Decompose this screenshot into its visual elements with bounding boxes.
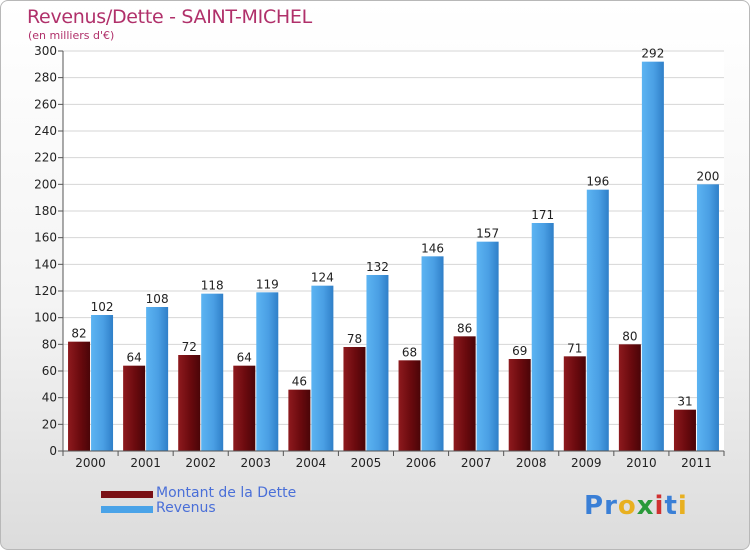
plot-area xyxy=(63,51,724,451)
y-tick-label: 100 xyxy=(34,311,57,325)
logo-letter: o xyxy=(617,491,637,521)
data-label: 108 xyxy=(146,292,169,306)
x-tick-label: 2000 xyxy=(75,456,106,470)
x-tick-label: 2002 xyxy=(185,456,216,470)
bar-revenus xyxy=(421,256,444,451)
y-tick-label: 40 xyxy=(42,391,57,405)
bar-revenus xyxy=(641,61,664,452)
bar-revenus xyxy=(256,292,279,451)
bar-revenus xyxy=(311,285,334,451)
data-label: 119 xyxy=(256,277,279,291)
axes xyxy=(62,51,724,452)
data-label: 31 xyxy=(677,395,692,409)
data-label: 124 xyxy=(311,271,334,285)
logo-letter: x xyxy=(636,491,655,521)
legend-swatch-revenus xyxy=(101,506,153,513)
bar-dette xyxy=(453,336,476,451)
y-tick-label: 20 xyxy=(42,417,57,431)
data-label: 72 xyxy=(182,340,197,354)
bar-revenus xyxy=(366,275,389,451)
data-label: 46 xyxy=(292,375,307,389)
bar-dette xyxy=(398,360,421,451)
bar-revenus xyxy=(91,315,114,451)
bar-dette xyxy=(288,389,311,451)
data-label: 71 xyxy=(567,341,582,355)
data-label: 118 xyxy=(201,279,224,293)
bar-dette xyxy=(178,355,201,451)
x-tick-label: 2009 xyxy=(571,456,602,470)
legend-swatch-dette xyxy=(101,491,153,498)
data-label: 64 xyxy=(237,351,252,365)
x-tick-label: 2008 xyxy=(516,456,547,470)
logo-letter: r xyxy=(604,491,618,521)
data-label: 69 xyxy=(512,344,527,358)
data-label: 102 xyxy=(91,300,114,314)
chart-title: Revenus/Dette - SAINT-MICHEL xyxy=(27,6,312,28)
x-tick-label: 2003 xyxy=(241,456,272,470)
legend-label-dette: Montant de la Dette xyxy=(156,485,297,501)
bar-revenus xyxy=(476,241,499,451)
bar-dette xyxy=(123,365,146,451)
data-label: 146 xyxy=(421,241,444,255)
proxiti-logo: Proxiti xyxy=(584,491,688,521)
x-tick-label: 2010 xyxy=(626,456,657,470)
y-tick-label: 200 xyxy=(34,177,57,191)
x-tick-label: 2004 xyxy=(296,456,327,470)
y-tick-label: 80 xyxy=(42,337,57,351)
data-label: 292 xyxy=(641,47,664,61)
bars: 82 102 64 108 72 118 64 119 46 124 78 132 68 146 86 157… xyxy=(68,47,720,452)
data-label: 78 xyxy=(347,332,362,346)
y-tick-label: 300 xyxy=(34,44,57,58)
y-tick-label: 280 xyxy=(34,71,57,85)
bar-revenus xyxy=(531,223,554,451)
data-label: 68 xyxy=(402,345,417,359)
data-label: 82 xyxy=(71,327,86,341)
bar-dette xyxy=(508,359,531,451)
bar-dette xyxy=(233,365,256,451)
bar-dette xyxy=(343,347,366,451)
y-tick-label: 160 xyxy=(34,231,57,245)
bar-dette xyxy=(68,341,91,451)
y-tick-label: 120 xyxy=(34,284,57,298)
x-tick-label: 2001 xyxy=(130,456,161,470)
legend-label-revenus: Revenus xyxy=(156,500,216,516)
x-tick-label: 2011 xyxy=(681,456,712,470)
bar-dette xyxy=(673,409,696,451)
y-tick-label: 180 xyxy=(34,204,57,218)
gridlines xyxy=(63,50,724,452)
x-tick-label: 2007 xyxy=(461,456,492,470)
y-tick-label: 240 xyxy=(34,124,57,138)
data-label: 157 xyxy=(476,227,499,241)
logo-letter: i xyxy=(677,491,688,521)
logo-letter: i xyxy=(654,491,665,521)
logo-letter: P xyxy=(584,491,605,521)
bar-revenus xyxy=(201,293,224,451)
data-label: 86 xyxy=(457,321,472,335)
data-label: 200 xyxy=(697,169,720,183)
y-tick-label: 220 xyxy=(34,151,57,165)
bar-revenus xyxy=(146,307,169,451)
data-label: 196 xyxy=(586,175,609,189)
x-tick-label: 2006 xyxy=(406,456,437,470)
data-label: 80 xyxy=(622,329,637,343)
logo-letter: t xyxy=(664,491,678,521)
y-axis-ticks: 0 20 40 60 80 100 120 140 160 180 200 220 240 260 280 3… xyxy=(34,44,63,458)
y-tick-label: 140 xyxy=(34,257,57,271)
data-label: 64 xyxy=(126,351,141,365)
data-label: 171 xyxy=(531,208,554,222)
y-tick-label: 60 xyxy=(42,364,57,378)
x-tick-label: 2005 xyxy=(351,456,382,470)
bar-revenus xyxy=(696,184,719,452)
chart-subtitle: (en milliers d'€) xyxy=(28,29,115,42)
y-tick-label: 260 xyxy=(34,97,57,111)
bar-dette xyxy=(618,344,641,451)
plot-background xyxy=(63,51,724,451)
bar-dette xyxy=(563,356,586,451)
x-axis-ticks: 2000 2001 2002 2003 2004 2005 2006 2007 2008 2009… xyxy=(62,451,725,470)
y-tick-label: 0 xyxy=(49,444,57,458)
bar-revenus xyxy=(586,189,609,451)
data-label: 132 xyxy=(366,260,389,274)
